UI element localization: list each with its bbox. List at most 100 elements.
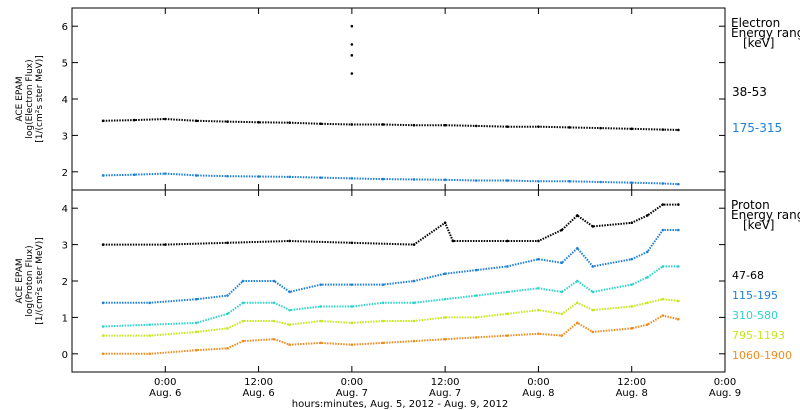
proton-data-point [677, 228, 680, 232]
proton-data-point [645, 301, 649, 305]
proton-data-point [591, 225, 595, 228]
proton-data-point [661, 314, 665, 317]
x-tick-time: 12:00 [617, 377, 646, 388]
proton-data-point [645, 250, 649, 254]
electron-data-point [537, 179, 540, 183]
electron-y-tick-label: 5 [62, 59, 68, 70]
electron-data-point [677, 182, 680, 186]
electron-legend-entry: 38-53 [732, 85, 767, 99]
electron-legend-title: Electron [731, 16, 780, 30]
proton-legend-title: [keV] [743, 218, 774, 232]
proton-data-point [241, 301, 245, 305]
proton-data-point [537, 239, 540, 243]
proton-y-axis-label: log(Proton Flux) [25, 245, 35, 316]
proton-data-point [195, 321, 198, 325]
proton-series-line [103, 298, 679, 337]
electron-legend-title: Energy range [731, 26, 800, 40]
proton-data-point [506, 265, 509, 268]
proton-legend-entry: 310-580 [732, 309, 778, 322]
electron-data-point [568, 179, 571, 183]
electron-data-point [350, 123, 354, 126]
proton-data-point [241, 339, 245, 343]
proton-legend-title: Proton [731, 198, 770, 212]
electron-data-point [288, 175, 291, 179]
electron-data-point [506, 179, 509, 182]
proton-data-point [443, 272, 447, 276]
electron-data-point [630, 127, 634, 131]
proton-data-point [148, 301, 152, 305]
proton-data-point [381, 283, 385, 286]
electron-data-point [132, 118, 136, 122]
electron-y-tick-label: 6 [62, 22, 68, 33]
proton-data-point [677, 265, 680, 268]
electron-data-point [319, 122, 323, 126]
x-axis-label: hours:minutes, Aug. 5, 2012 - Aug. 9, 20… [292, 399, 508, 410]
proton-data-point [575, 321, 579, 325]
electron-data-point [101, 119, 105, 123]
proton-data-point [645, 276, 649, 279]
electron-data-point [474, 124, 478, 128]
proton-y-tick-label: 0 [62, 350, 68, 361]
electron-data-point [350, 72, 354, 75]
proton-data-point [537, 332, 540, 336]
proton-data-point [148, 352, 152, 356]
proton-series-line [103, 265, 679, 328]
proton-data-point [412, 339, 416, 343]
electron-y-tick-label: 3 [62, 131, 68, 142]
proton-y-tick-label: 2 [62, 277, 68, 288]
proton-data-point [350, 343, 354, 347]
proton-data-point [506, 290, 509, 294]
electron-data-point [163, 172, 167, 175]
proton-data-point [319, 319, 323, 323]
proton-data-point [412, 319, 416, 323]
electron-series-line [103, 117, 679, 131]
electron-data-point [288, 121, 291, 124]
proton-data-point [381, 341, 385, 345]
proton-y-tick-label: 1 [62, 313, 68, 324]
proton-legend-entry: 1060-1900 [732, 349, 792, 362]
proton-data-point [474, 268, 478, 272]
proton-data-point [412, 279, 416, 283]
electron-data-point [599, 126, 602, 130]
proton-data-point [560, 290, 564, 294]
proton-data-point [163, 243, 167, 246]
proton-data-point [630, 221, 634, 225]
electron-legend-entry: 175-315 [732, 121, 782, 135]
proton-data-point [101, 325, 105, 328]
proton-data-point [677, 299, 680, 303]
proton-data-point [560, 334, 564, 337]
proton-data-point [630, 283, 634, 286]
proton-data-point [288, 239, 291, 243]
proton-data-point [226, 294, 229, 297]
electron-data-point [443, 178, 447, 182]
proton-y-tick-label: 3 [62, 241, 68, 252]
electron-data-point [661, 182, 665, 185]
electron-data-point [350, 43, 354, 46]
x-tick-time: 0:00 [154, 377, 176, 388]
proton-series-line [103, 314, 679, 355]
electron-data-point [350, 24, 354, 28]
proton-data-point [101, 301, 105, 305]
x-tick-date: Aug. 9 [709, 388, 741, 399]
electron-data-point [257, 120, 260, 124]
electron-data-point [101, 174, 105, 177]
electron-data-point [443, 123, 447, 127]
proton-data-point [350, 305, 354, 308]
proton-data-point [195, 330, 198, 334]
x-tick-time: 0:00 [527, 377, 549, 388]
x-tick-date: Aug. 8 [522, 388, 554, 399]
proton-data-point [319, 341, 323, 345]
proton-data-point [101, 334, 105, 337]
proton-legend-entry: 115-195 [732, 289, 778, 302]
proton-data-point [350, 283, 354, 286]
proton-data-point [575, 301, 579, 305]
x-tick-date: Aug. 7 [336, 388, 368, 399]
proton-data-point [288, 290, 291, 294]
x-tick-time: 0:00 [714, 377, 736, 388]
proton-data-point [226, 327, 229, 330]
electron-data-point [132, 173, 136, 177]
proton-data-point [412, 243, 416, 246]
proton-data-point [451, 239, 455, 243]
proton-data-point [350, 321, 354, 325]
proton-data-point [148, 334, 152, 337]
